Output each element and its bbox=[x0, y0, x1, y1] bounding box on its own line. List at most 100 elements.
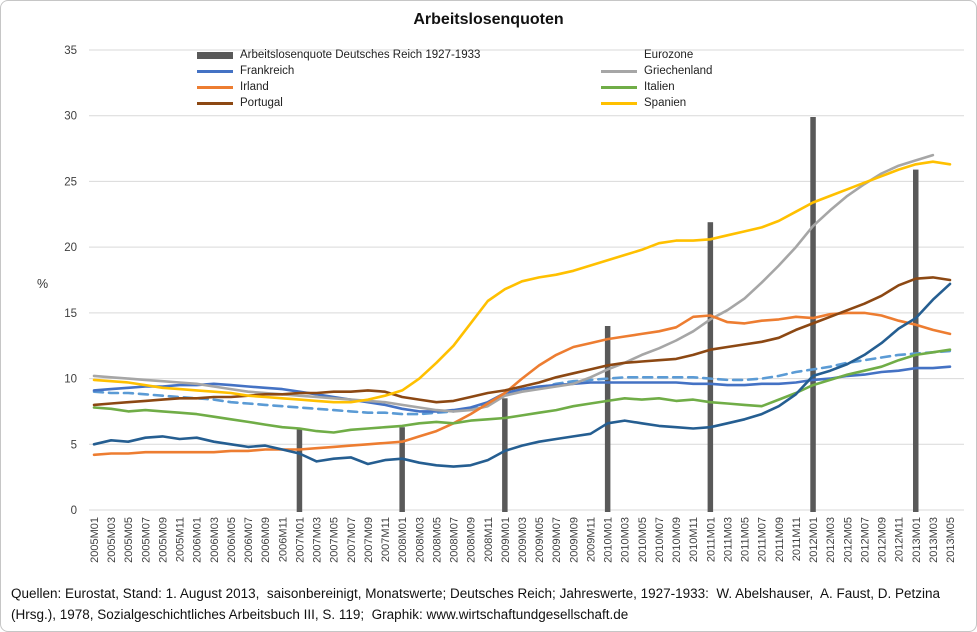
series-line-unlabeled-darkblue bbox=[92, 282, 952, 468]
series-line-irland bbox=[92, 311, 952, 457]
x-tick-label: 2011M11 bbox=[791, 517, 803, 561]
line-swatch-icon bbox=[197, 101, 233, 105]
caption-line-2: (Hrsg.), 1978, Sozialgeschichtliches Arb… bbox=[11, 606, 629, 622]
legend-item-portugal: Portugal bbox=[197, 95, 601, 111]
line-swatch-icon bbox=[601, 101, 637, 105]
chart-legend: Arbeitslosenquote Deutsches Reich 1927-1… bbox=[197, 47, 857, 111]
line-swatch-icon bbox=[197, 69, 233, 73]
page-title: Arbeitslosenquoten bbox=[413, 11, 564, 28]
x-tick-label: 2005M09 bbox=[158, 517, 170, 563]
x-tick-label: 2013M03 bbox=[928, 517, 940, 563]
legend-label: Griechenland bbox=[644, 65, 713, 77]
x-tick-label: 2007M09 bbox=[363, 517, 375, 563]
x-tick-label: 2006M01 bbox=[192, 517, 204, 563]
x-tick-label: 2008M07 bbox=[449, 517, 461, 563]
legend-item-arbeitslosenquote-deutsches-reich-1927-1933: Arbeitslosenquote Deutsches Reich 1927-1… bbox=[197, 47, 601, 63]
series-line-eurozone bbox=[92, 349, 952, 416]
legend-label: Frankreich bbox=[240, 65, 295, 77]
y-tick-label: 20 bbox=[64, 242, 77, 254]
y-tick-label: 30 bbox=[64, 111, 77, 123]
x-tick-label: 2005M01 bbox=[89, 517, 101, 563]
x-tick-label: 2005M11 bbox=[175, 517, 187, 562]
x-tick-label: 2006M09 bbox=[260, 517, 272, 563]
x-tick-label: 2007M07 bbox=[346, 517, 358, 563]
x-tick-label: 2009M05 bbox=[534, 517, 546, 563]
x-tick-label: 2007M05 bbox=[329, 517, 341, 563]
x-tick-label: 2007M01 bbox=[294, 517, 306, 563]
x-tick-label: 2011M07 bbox=[757, 517, 769, 562]
x-tick-label: 2009M01 bbox=[500, 517, 512, 563]
reich-bar-1929 bbox=[502, 398, 508, 512]
x-tick-label: 2013M01 bbox=[911, 517, 923, 563]
legend-label: Spanien bbox=[644, 97, 687, 109]
x-tick-label: 2012M09 bbox=[877, 517, 889, 563]
reich-bar-1928 bbox=[399, 427, 405, 512]
legend-label: Portugal bbox=[240, 97, 283, 109]
x-tick-label: 2012M11 bbox=[894, 517, 906, 562]
series-line-spanien bbox=[92, 160, 952, 404]
x-tick-label: 2008M09 bbox=[466, 517, 478, 563]
y-tick-label: 35 bbox=[64, 45, 77, 57]
x-tick-label: 2007M11 bbox=[380, 517, 392, 562]
legend-item-frankreich: Frankreich bbox=[197, 63, 601, 79]
x-tick-label: 2011M09 bbox=[774, 517, 786, 562]
x-tick-label: 2010M05 bbox=[637, 517, 649, 563]
legend-label: Italien bbox=[644, 81, 675, 93]
x-tick-label: 2012M07 bbox=[859, 517, 871, 563]
y-tick-label: 0 bbox=[71, 505, 77, 517]
x-tick-label: 2009M11 bbox=[586, 517, 598, 562]
x-tick-label: 2012M03 bbox=[825, 517, 837, 563]
y-tick-label: 15 bbox=[64, 308, 77, 320]
legend-item-eurozone: Eurozone bbox=[601, 47, 857, 63]
x-tick-label: 2010M03 bbox=[620, 517, 632, 563]
unemployment-chart: 0 5 10 15 20 25 30 35% 2005M01 2005M03 2005M05 2005… bbox=[37, 45, 964, 563]
dashed-line-swatch-icon bbox=[601, 54, 637, 57]
x-tick-label: 2007M03 bbox=[312, 517, 324, 563]
legend-label: Irland bbox=[240, 81, 269, 93]
reich-bar-1932 bbox=[810, 117, 816, 512]
x-tick-label: 2008M11 bbox=[483, 517, 495, 562]
source-caption: Quellen: Eurostat, Stand: 1. August 2013… bbox=[11, 584, 969, 626]
y-tick-label: 25 bbox=[64, 176, 77, 188]
x-tick-label: 2010M07 bbox=[654, 517, 666, 563]
bar-swatch-icon bbox=[197, 51, 233, 59]
x-tick-label: 2013M05 bbox=[945, 517, 957, 563]
x-tick-label: 2009M09 bbox=[568, 517, 580, 563]
x-tick-label: 2010M09 bbox=[671, 517, 683, 563]
y-tick-label: 5 bbox=[71, 439, 77, 451]
reich-bar-1930 bbox=[604, 326, 611, 512]
y-axis-unit-label: % bbox=[37, 277, 48, 291]
x-tick-label: 2010M01 bbox=[603, 517, 615, 563]
reich-bar-1933 bbox=[913, 169, 919, 512]
caption-line-1: Quellen: Eurostat, Stand: 1. August 2013… bbox=[11, 586, 941, 601]
legend-item-irland: Irland bbox=[197, 79, 601, 95]
x-tick-label: 2011M05 bbox=[740, 517, 752, 562]
line-swatch-icon bbox=[197, 85, 233, 89]
x-tick-label: 2009M07 bbox=[551, 517, 563, 563]
x-tick-label: 2005M05 bbox=[123, 517, 135, 563]
x-tick-label: 2009M03 bbox=[517, 517, 529, 563]
legend-item-spanien: Spanien bbox=[601, 95, 857, 111]
x-tick-label: 2011M03 bbox=[722, 517, 734, 562]
x-tick-label: 2006M03 bbox=[209, 517, 221, 563]
legend-label: Arbeitslosenquote Deutsches Reich 1927-1… bbox=[240, 49, 481, 61]
legend-item-italien: Italien bbox=[601, 79, 857, 95]
reich-bar-1931 bbox=[707, 222, 714, 512]
x-tick-label: 2012M01 bbox=[808, 517, 820, 563]
x-tick-label: 2008M03 bbox=[414, 517, 426, 563]
series-line-portugal bbox=[92, 276, 952, 407]
x-tick-label: 2006M07 bbox=[243, 517, 255, 563]
series-line-italien bbox=[92, 348, 952, 434]
y-tick-label: 10 bbox=[64, 374, 77, 386]
x-tick-label: 2011M01 bbox=[705, 517, 717, 562]
x-tick-label: 2008M01 bbox=[397, 517, 409, 563]
x-tick-label: 2008M05 bbox=[431, 517, 443, 563]
x-tick-label: 2005M07 bbox=[140, 517, 152, 563]
x-tick-label: 2012M05 bbox=[842, 517, 854, 563]
x-tick-label: 2006M11 bbox=[277, 517, 289, 562]
x-tick-label: 2006M05 bbox=[226, 517, 238, 563]
series-line-griechenland bbox=[92, 153, 935, 413]
legend-item-griechenland: Griechenland bbox=[601, 63, 857, 79]
legend-label: Eurozone bbox=[644, 49, 694, 61]
